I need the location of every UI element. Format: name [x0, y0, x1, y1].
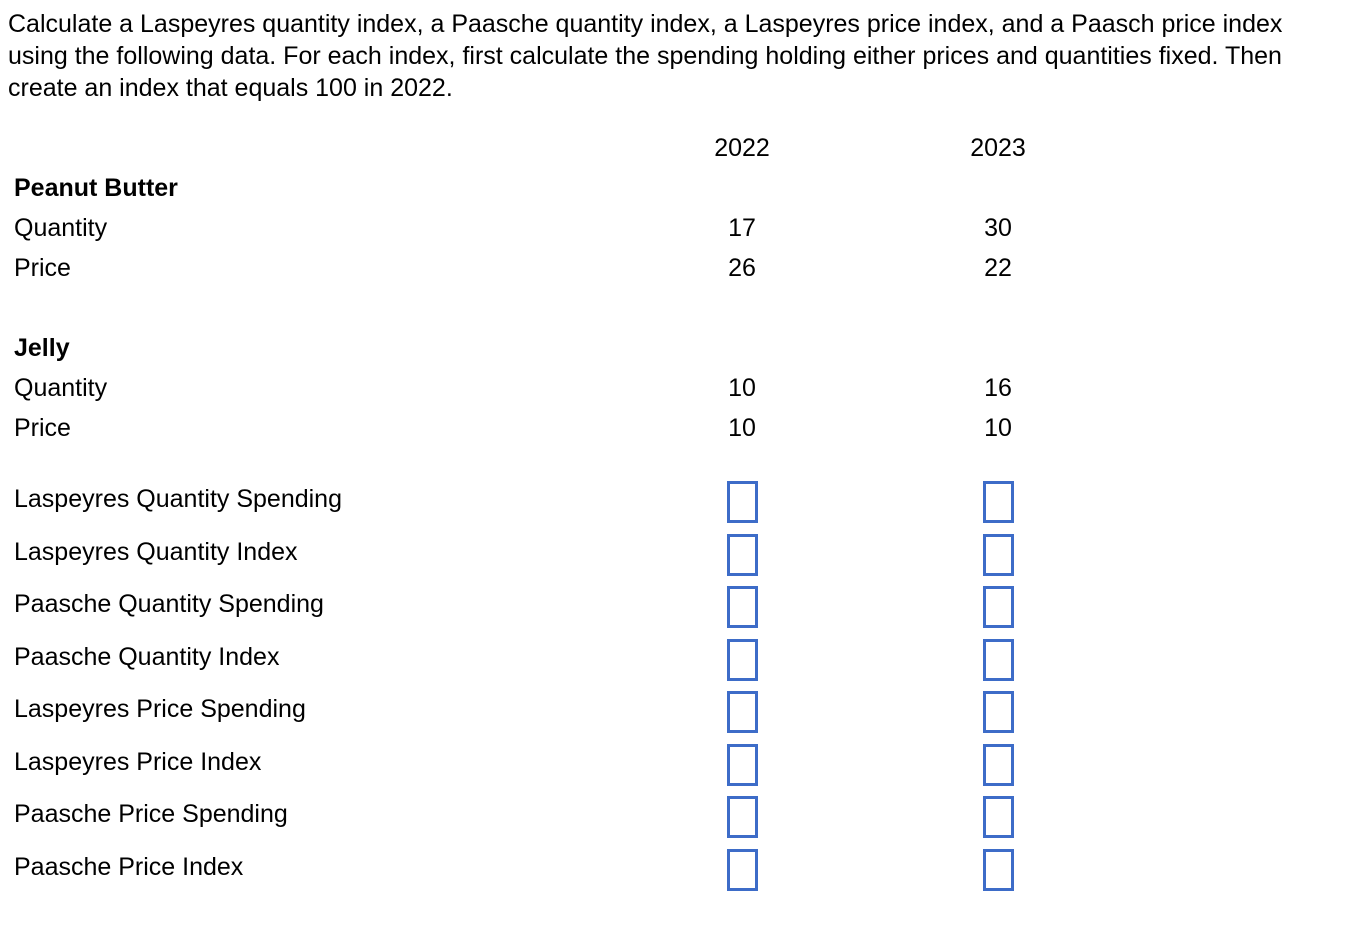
answer-label-laspeyres-quantity-spending: Laspeyres Quantity Spending — [14, 485, 342, 513]
row-label-jelly-quantity: Quantity — [14, 374, 108, 402]
input-paasche-price-index-2022[interactable] — [726, 848, 758, 891]
cell-value-jelly-price-2022: 10 — [728, 414, 756, 442]
answer-label-laspeyres-price-spending: Laspeyres Price Spending — [14, 695, 306, 723]
input-laspeyres-quantity-index-2023[interactable] — [982, 533, 1014, 576]
answer-row-laspeyres-price-index: Laspeyres Price Index — [14, 743, 1366, 797]
cell-value-peanut-butter-price-2023: 22 — [984, 254, 1012, 282]
answer-row-laspeyres-quantity-spending: Laspeyres Quantity Spending — [14, 481, 1366, 534]
answer-row-paasche-quantity-index: Paasche Quantity Index — [14, 638, 1366, 692]
cell-value-jelly-quantity-2022: 10 — [728, 374, 756, 402]
table-row: Jelly — [14, 328, 1366, 368]
problem-statement-line-3: create an index that equals 100 in 2022. — [8, 74, 453, 102]
input-paasche-price-spending-2022[interactable] — [726, 796, 758, 838]
input-paasche-quantity-index-2022[interactable] — [726, 638, 758, 681]
answer-label-laspeyres-quantity-index: Laspeyres Quantity Index — [14, 537, 298, 566]
answer-label-paasche-quantity-index: Paasche Quantity Index — [14, 642, 280, 671]
row-label-jelly-price: Price — [14, 414, 71, 442]
cell-value-peanut-butter-quantity-2022: 17 — [728, 214, 756, 242]
input-laspeyres-price-index-2023[interactable] — [982, 743, 1014, 786]
data-table: 2022 2023 Peanut Butter Quantity 17 30 P… — [0, 128, 1366, 901]
row-label-peanut-butter-price: Price — [14, 254, 71, 282]
input-laspeyres-quantity-spending-2022[interactable] — [726, 481, 758, 523]
table-row: Price 10 10 — [14, 408, 1366, 448]
table-row: Quantity 17 30 — [14, 208, 1366, 248]
answer-label-laspeyres-price-index: Laspeyres Price Index — [14, 747, 262, 776]
cell-value-peanut-butter-quantity-2023: 30 — [984, 214, 1012, 242]
section-gap — [0, 288, 1366, 328]
year-header-2023: 2023 — [970, 134, 1026, 162]
problem-statement-line-1: Calculate a Laspeyres quantity index, a … — [8, 10, 1283, 38]
answer-row-paasche-price-index: Paasche Price Index — [14, 848, 1366, 902]
cell-value-peanut-butter-price-2022: 26 — [728, 254, 756, 282]
worksheet-page: Calculate a Laspeyres quantity index, a … — [0, 8, 1366, 901]
section-gap — [0, 448, 1366, 481]
answer-row-laspeyres-quantity-index: Laspeyres Quantity Index — [14, 533, 1366, 587]
answer-label-paasche-price-spending: Paasche Price Spending — [14, 800, 288, 828]
answer-row-laspeyres-price-spending: Laspeyres Price Spending — [14, 691, 1366, 744]
input-laspeyres-price-spending-2022[interactable] — [726, 691, 758, 733]
cell-value-jelly-quantity-2023: 16 — [984, 374, 1012, 402]
input-laspeyres-quantity-spending-2023[interactable] — [982, 481, 1014, 523]
product-name-jelly: Jelly — [14, 334, 70, 362]
input-paasche-quantity-index-2023[interactable] — [982, 638, 1014, 681]
row-label-peanut-butter-quantity: Quantity — [14, 214, 108, 242]
problem-statement-line-2: using the following data. For each index… — [8, 42, 1282, 70]
table-row: Quantity 10 16 — [14, 368, 1366, 408]
input-paasche-price-spending-2023[interactable] — [982, 796, 1014, 838]
cell-value-jelly-price-2023: 10 — [984, 414, 1012, 442]
problem-statement: Calculate a Laspeyres quantity index, a … — [8, 8, 1366, 104]
answer-label-paasche-price-index: Paasche Price Index — [14, 852, 244, 881]
product-name-peanut-butter: Peanut Butter — [14, 174, 178, 202]
input-paasche-quantity-spending-2023[interactable] — [982, 586, 1014, 628]
input-paasche-price-index-2023[interactable] — [982, 848, 1014, 891]
table-row: Price 26 22 — [14, 248, 1366, 288]
input-laspeyres-price-spending-2023[interactable] — [982, 691, 1014, 733]
answer-row-paasche-quantity-spending: Paasche Quantity Spending — [14, 586, 1366, 639]
input-laspeyres-price-index-2022[interactable] — [726, 743, 758, 786]
answer-row-paasche-price-spending: Paasche Price Spending — [14, 796, 1366, 849]
year-header-row: 2022 2023 — [14, 128, 1366, 168]
input-paasche-quantity-spending-2022[interactable] — [726, 586, 758, 628]
input-laspeyres-quantity-index-2022[interactable] — [726, 533, 758, 576]
answer-label-paasche-quantity-spending: Paasche Quantity Spending — [14, 590, 324, 618]
year-header-2022: 2022 — [714, 134, 770, 162]
table-row: Peanut Butter — [14, 168, 1366, 208]
